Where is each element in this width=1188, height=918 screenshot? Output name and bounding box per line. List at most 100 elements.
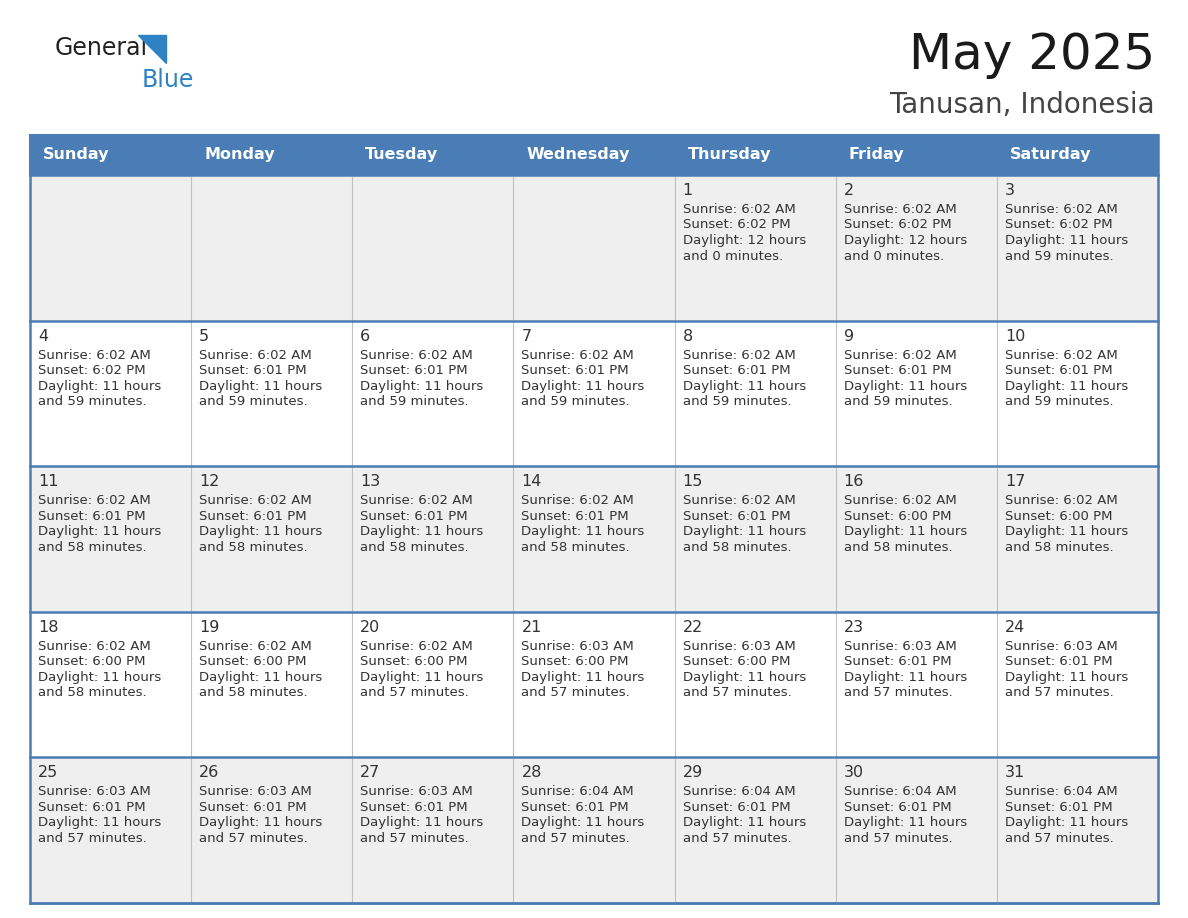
Text: Sunrise: 6:02 AM: Sunrise: 6:02 AM: [38, 494, 151, 508]
Text: Daylight: 11 hours: Daylight: 11 hours: [360, 671, 484, 684]
Text: Sunset: 6:00 PM: Sunset: 6:00 PM: [843, 509, 952, 522]
Text: and 57 minutes.: and 57 minutes.: [360, 832, 469, 845]
Text: Sunrise: 6:03 AM: Sunrise: 6:03 AM: [522, 640, 634, 653]
Text: Daylight: 11 hours: Daylight: 11 hours: [38, 525, 162, 538]
Text: 27: 27: [360, 766, 380, 780]
Bar: [30, 466, 1158, 611]
Text: Sunrise: 6:02 AM: Sunrise: 6:02 AM: [1005, 494, 1118, 508]
Text: Daylight: 11 hours: Daylight: 11 hours: [683, 816, 805, 829]
Text: Daylight: 11 hours: Daylight: 11 hours: [1005, 671, 1129, 684]
Bar: [30, 135, 1158, 175]
Text: Sunrise: 6:02 AM: Sunrise: 6:02 AM: [843, 349, 956, 362]
Text: Sunset: 6:01 PM: Sunset: 6:01 PM: [843, 655, 952, 668]
Text: Sunset: 6:01 PM: Sunset: 6:01 PM: [360, 509, 468, 522]
Text: Sunset: 6:01 PM: Sunset: 6:01 PM: [360, 364, 468, 377]
Text: Sunset: 6:02 PM: Sunset: 6:02 PM: [683, 218, 790, 231]
Text: Daylight: 11 hours: Daylight: 11 hours: [200, 380, 322, 393]
Text: Blue: Blue: [143, 68, 195, 92]
Text: 29: 29: [683, 766, 703, 780]
Text: Sunrise: 6:04 AM: Sunrise: 6:04 AM: [683, 786, 795, 799]
Text: Sunrise: 6:02 AM: Sunrise: 6:02 AM: [683, 203, 795, 216]
Text: Sunset: 6:01 PM: Sunset: 6:01 PM: [683, 364, 790, 377]
Bar: [30, 135, 191, 175]
Text: and 57 minutes.: and 57 minutes.: [522, 687, 630, 700]
Text: Tuesday: Tuesday: [365, 148, 438, 162]
Text: Sunrise: 6:03 AM: Sunrise: 6:03 AM: [360, 786, 473, 799]
Text: 30: 30: [843, 766, 864, 780]
Text: Daylight: 11 hours: Daylight: 11 hours: [38, 816, 162, 829]
Text: and 57 minutes.: and 57 minutes.: [843, 687, 953, 700]
Text: Sunset: 6:01 PM: Sunset: 6:01 PM: [360, 800, 468, 814]
Text: Sunrise: 6:02 AM: Sunrise: 6:02 AM: [360, 494, 473, 508]
Text: and 57 minutes.: and 57 minutes.: [843, 832, 953, 845]
Bar: [30, 175, 1158, 320]
Text: 21: 21: [522, 620, 542, 635]
Text: Sunset: 6:01 PM: Sunset: 6:01 PM: [683, 800, 790, 814]
Text: Daylight: 11 hours: Daylight: 11 hours: [360, 525, 484, 538]
Text: Sunrise: 6:02 AM: Sunrise: 6:02 AM: [200, 349, 312, 362]
Text: and 57 minutes.: and 57 minutes.: [683, 832, 791, 845]
Text: Sunrise: 6:02 AM: Sunrise: 6:02 AM: [360, 349, 473, 362]
Text: Daylight: 11 hours: Daylight: 11 hours: [843, 816, 967, 829]
Text: Daylight: 11 hours: Daylight: 11 hours: [1005, 525, 1129, 538]
Text: Daylight: 11 hours: Daylight: 11 hours: [1005, 234, 1129, 247]
Bar: [835, 135, 997, 175]
Text: Saturday: Saturday: [1010, 148, 1092, 162]
Text: and 57 minutes.: and 57 minutes.: [38, 832, 147, 845]
Text: 17: 17: [1005, 475, 1025, 489]
Text: Sunrise: 6:02 AM: Sunrise: 6:02 AM: [843, 203, 956, 216]
Text: 5: 5: [200, 329, 209, 343]
Text: and 59 minutes.: and 59 minutes.: [38, 395, 146, 409]
Text: 24: 24: [1005, 620, 1025, 635]
Text: Daylight: 11 hours: Daylight: 11 hours: [38, 380, 162, 393]
Text: Sunset: 6:00 PM: Sunset: 6:00 PM: [200, 655, 307, 668]
Text: 15: 15: [683, 475, 703, 489]
Text: Sunrise: 6:02 AM: Sunrise: 6:02 AM: [360, 640, 473, 653]
Text: Daylight: 11 hours: Daylight: 11 hours: [522, 525, 645, 538]
Text: Tanusan, Indonesia: Tanusan, Indonesia: [890, 91, 1155, 119]
Text: 12: 12: [200, 475, 220, 489]
Text: Sunrise: 6:03 AM: Sunrise: 6:03 AM: [200, 786, 312, 799]
Text: Sunset: 6:01 PM: Sunset: 6:01 PM: [522, 364, 630, 377]
Text: and 58 minutes.: and 58 minutes.: [38, 541, 146, 554]
Text: Sunrise: 6:04 AM: Sunrise: 6:04 AM: [522, 786, 634, 799]
Text: Sunset: 6:00 PM: Sunset: 6:00 PM: [522, 655, 628, 668]
Text: Sunrise: 6:02 AM: Sunrise: 6:02 AM: [200, 640, 312, 653]
Text: Sunrise: 6:04 AM: Sunrise: 6:04 AM: [1005, 786, 1118, 799]
Text: 18: 18: [38, 620, 58, 635]
Text: and 57 minutes.: and 57 minutes.: [1005, 832, 1113, 845]
Text: and 59 minutes.: and 59 minutes.: [1005, 250, 1113, 263]
Text: and 0 minutes.: and 0 minutes.: [683, 250, 783, 263]
Text: Sunset: 6:01 PM: Sunset: 6:01 PM: [200, 800, 307, 814]
Text: Daylight: 11 hours: Daylight: 11 hours: [38, 671, 162, 684]
Text: Sunset: 6:01 PM: Sunset: 6:01 PM: [1005, 655, 1112, 668]
Text: and 58 minutes.: and 58 minutes.: [200, 541, 308, 554]
Text: Sunrise: 6:02 AM: Sunrise: 6:02 AM: [1005, 203, 1118, 216]
Text: Sunrise: 6:02 AM: Sunrise: 6:02 AM: [1005, 349, 1118, 362]
Text: General: General: [55, 36, 148, 60]
Text: Sunrise: 6:02 AM: Sunrise: 6:02 AM: [843, 494, 956, 508]
Text: 26: 26: [200, 766, 220, 780]
Text: and 57 minutes.: and 57 minutes.: [1005, 687, 1113, 700]
Text: and 59 minutes.: and 59 minutes.: [1005, 395, 1113, 409]
Text: 23: 23: [843, 620, 864, 635]
Bar: [997, 135, 1158, 175]
Text: 11: 11: [38, 475, 58, 489]
Text: and 57 minutes.: and 57 minutes.: [360, 687, 469, 700]
Text: 22: 22: [683, 620, 703, 635]
Text: Daylight: 11 hours: Daylight: 11 hours: [1005, 816, 1129, 829]
Text: 31: 31: [1005, 766, 1025, 780]
Text: Sunrise: 6:03 AM: Sunrise: 6:03 AM: [1005, 640, 1118, 653]
Text: Daylight: 11 hours: Daylight: 11 hours: [200, 525, 322, 538]
Text: 28: 28: [522, 766, 542, 780]
Text: May 2025: May 2025: [909, 31, 1155, 79]
Text: and 57 minutes.: and 57 minutes.: [200, 832, 308, 845]
Text: 2: 2: [843, 183, 854, 198]
Text: and 58 minutes.: and 58 minutes.: [843, 541, 953, 554]
Text: Sunrise: 6:02 AM: Sunrise: 6:02 AM: [522, 349, 634, 362]
Text: Sunset: 6:01 PM: Sunset: 6:01 PM: [38, 800, 146, 814]
Text: Sunset: 6:00 PM: Sunset: 6:00 PM: [38, 655, 145, 668]
Text: Sunset: 6:01 PM: Sunset: 6:01 PM: [1005, 364, 1112, 377]
Text: 6: 6: [360, 329, 371, 343]
Text: Daylight: 11 hours: Daylight: 11 hours: [360, 380, 484, 393]
